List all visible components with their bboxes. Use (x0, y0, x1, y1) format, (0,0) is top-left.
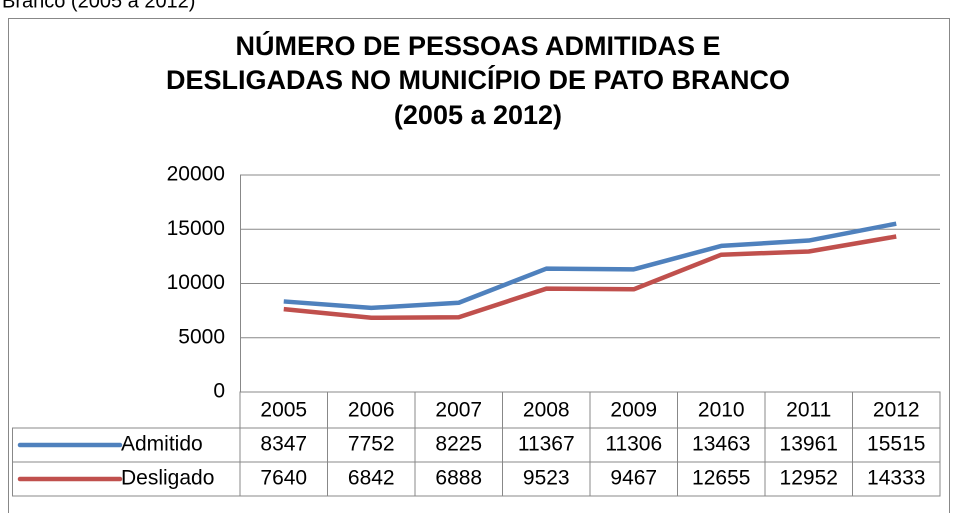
chart-border (8, 18, 950, 513)
table-value: 6842 (348, 467, 395, 490)
table-value: 7752 (348, 433, 395, 456)
table-value: 14333 (867, 467, 925, 490)
caption: Branco (2005 a 2012) (2, 0, 195, 12)
chart-title: DESLIGADAS NO MUNICÍPIO DE PATO BRANCO (166, 64, 790, 95)
legend-label: Admitido (121, 433, 203, 456)
table-value: 15515 (867, 433, 925, 456)
x-tick-label: 2012 (873, 399, 920, 422)
chart-title: (2005 a 2012) (394, 100, 562, 130)
table-value: 8225 (435, 433, 482, 456)
table-value: 6888 (435, 467, 482, 490)
legend-label: Desligado (121, 467, 214, 490)
table-value: 13463 (692, 433, 750, 456)
x-tick-label: 2009 (610, 399, 657, 422)
table-value: 12655 (692, 467, 750, 490)
y-tick-label: 20000 (167, 163, 225, 186)
table-value: 11306 (605, 433, 662, 456)
x-tick-label: 2011 (786, 399, 831, 422)
table-value: 7640 (260, 467, 307, 490)
y-tick-label: 5000 (178, 325, 225, 348)
chart-title: NÚMERO DE PESSOAS ADMITIDAS E (235, 30, 720, 61)
x-tick-label: 2005 (260, 399, 307, 422)
x-tick-label: 2006 (348, 399, 395, 422)
x-tick-label: 2010 (698, 399, 745, 422)
y-tick-label: 15000 (167, 217, 225, 240)
x-tick-label: 2008 (523, 399, 570, 422)
series-line (283, 221, 897, 311)
x-tick-label: 2007 (435, 399, 482, 422)
y-tick-label: 10000 (167, 271, 225, 294)
y-tick-label: 0 (213, 380, 225, 403)
table-value: 12952 (780, 467, 838, 490)
series-line (283, 234, 897, 321)
table-value: 13961 (780, 433, 838, 456)
table-value: 9467 (610, 467, 657, 490)
table-value: 11367 (518, 433, 575, 456)
table-value: 9523 (523, 467, 570, 490)
table-value: 8347 (260, 433, 307, 456)
